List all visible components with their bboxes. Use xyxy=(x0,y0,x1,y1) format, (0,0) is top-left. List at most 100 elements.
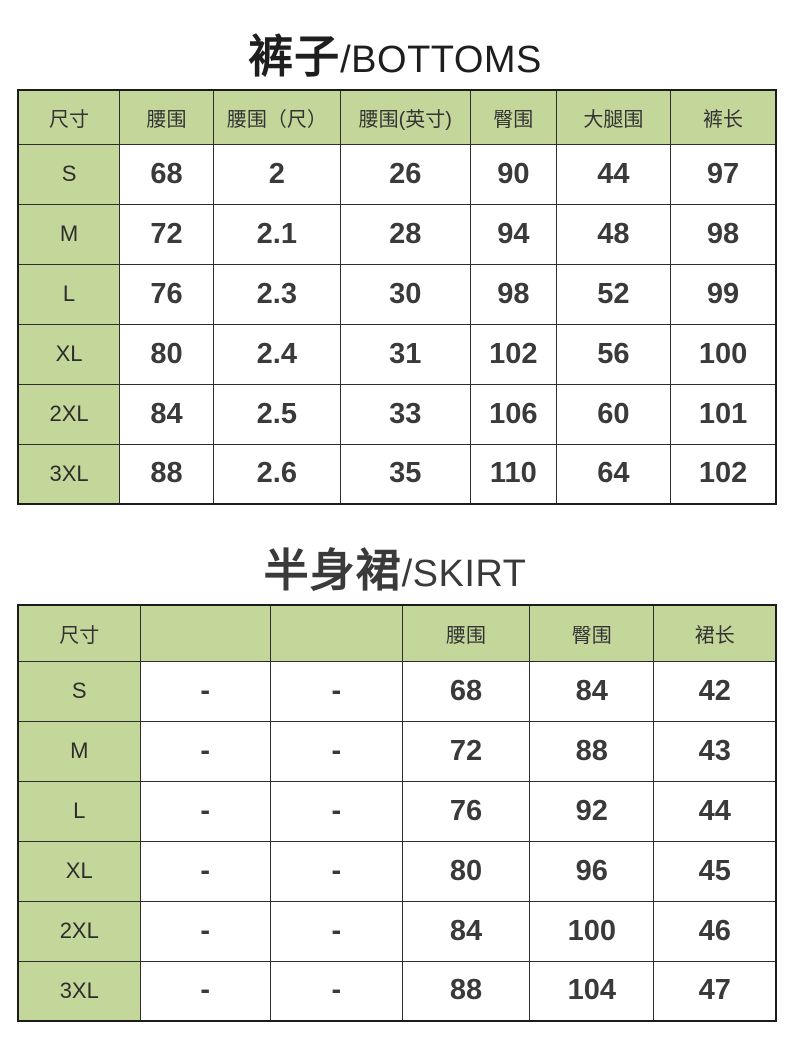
value-cell: 30 xyxy=(339,263,472,325)
value-cell: 106 xyxy=(470,383,557,445)
column-header: 腰围 xyxy=(119,89,215,145)
skirt-title-zh: 半身裙 xyxy=(263,545,402,596)
table-row: 2XL 84 2.5 33 106 60 101 xyxy=(17,383,777,445)
size-label: M xyxy=(17,720,141,782)
value-cell: 60 xyxy=(555,383,672,445)
value-cell: 2.3 xyxy=(213,263,341,325)
value-cell: 110 xyxy=(470,443,557,505)
value-cell: 84 xyxy=(401,900,531,962)
empty-header-cell xyxy=(269,604,403,662)
value-cell: - xyxy=(139,900,271,962)
column-header: 尺寸 xyxy=(17,89,121,145)
value-cell: 52 xyxy=(555,263,672,325)
value-cell: - xyxy=(139,780,271,842)
value-cell: 2 xyxy=(213,143,341,205)
column-header: 尺寸 xyxy=(17,604,141,662)
value-cell: 101 xyxy=(670,383,777,445)
value-cell: - xyxy=(139,840,271,902)
value-cell: 26 xyxy=(339,143,472,205)
value-cell: 90 xyxy=(470,143,557,205)
value-cell: 100 xyxy=(670,323,777,385)
table-row: S - -68 84 42 xyxy=(17,660,777,722)
value-cell: - xyxy=(139,960,271,1022)
value-cell: 2.5 xyxy=(213,383,341,445)
value-cell: 84 xyxy=(119,383,215,445)
value-cell: 47 xyxy=(653,960,777,1022)
value-cell: - xyxy=(269,960,403,1022)
value-cell: 76 xyxy=(119,263,215,325)
value-cell: 44 xyxy=(555,143,672,205)
value-cell: 98 xyxy=(670,203,777,265)
table-row: S 68 2 26 90 44 97 xyxy=(17,143,777,205)
value-cell: 44 xyxy=(653,780,777,842)
size-label: S xyxy=(17,660,141,722)
header-row: 尺寸 腰围 腰围（尺） 腰围(英寸) 臀围 大腿围 裤长 xyxy=(17,89,777,145)
table-row: L 76 2.3 30 98 52 99 xyxy=(17,263,777,325)
size-label: 3XL xyxy=(17,960,141,1022)
value-cell: 33 xyxy=(339,383,472,445)
value-cell: 2.1 xyxy=(213,203,341,265)
value-cell: 68 xyxy=(119,143,215,205)
value-cell: 35 xyxy=(339,443,472,505)
value-cell: 46 xyxy=(653,900,777,962)
value-cell: 80 xyxy=(401,840,531,902)
size-label: 2XL xyxy=(17,900,141,962)
column-header: 腰围(英寸) xyxy=(339,89,472,145)
value-cell: 2.4 xyxy=(213,323,341,385)
value-cell: 76 xyxy=(401,780,531,842)
bottoms-title-zh: 裤子 xyxy=(248,31,341,82)
value-cell: 56 xyxy=(555,323,672,385)
value-cell: - xyxy=(269,840,403,902)
size-label: L xyxy=(17,263,121,325)
column-header: 腰围 xyxy=(401,604,531,662)
size-label: L xyxy=(17,780,141,842)
table-row: M - -72 88 43 xyxy=(17,720,777,782)
value-cell: 43 xyxy=(653,720,777,782)
table-row: XL - -80 96 45 xyxy=(17,840,777,902)
size-label: XL xyxy=(17,323,121,385)
value-cell: - xyxy=(269,780,403,842)
value-cell: 48 xyxy=(555,203,672,265)
value-cell: 98 xyxy=(470,263,557,325)
size-label: 2XL xyxy=(17,383,121,445)
value-cell: 104 xyxy=(529,960,655,1022)
table-row: XL 80 2.4 31 102 56 100 xyxy=(17,323,777,385)
skirt-title: 半身裙/SKIRT xyxy=(0,534,790,599)
value-cell: - xyxy=(139,660,271,722)
column-header: 臀围 xyxy=(470,89,557,145)
value-cell: 72 xyxy=(401,720,531,782)
size-label: 3XL xyxy=(17,443,121,505)
size-label: XL xyxy=(17,840,141,902)
value-cell: 96 xyxy=(529,840,655,902)
value-cell: - xyxy=(269,660,403,722)
value-cell: 92 xyxy=(529,780,655,842)
table-row: 3XL 88 2.6 35 110 64 102 xyxy=(17,443,777,505)
size-label: S xyxy=(17,143,121,205)
bottoms-title: 裤子/BOTTOMS xyxy=(0,20,790,85)
value-cell: 80 xyxy=(119,323,215,385)
bottoms-size-table: 尺寸 腰围 腰围（尺） 腰围(英寸) 臀围 大腿围 裤长 S 68 2 26 90 44 97 M 72 2.1… xyxy=(17,89,777,505)
value-cell: 84 xyxy=(529,660,655,722)
size-label: M xyxy=(17,203,121,265)
value-cell: 102 xyxy=(470,323,557,385)
value-cell: 72 xyxy=(119,203,215,265)
value-cell: - xyxy=(269,720,403,782)
table-row: 2XL - -84 100 46 xyxy=(17,900,777,962)
empty-header-cell xyxy=(139,604,271,662)
value-cell: 42 xyxy=(653,660,777,722)
skirt-title-en: /SKIRT xyxy=(401,553,527,595)
bottoms-title-en: /BOTTOMS xyxy=(340,39,542,81)
table-row: M 72 2.1 28 94 48 98 xyxy=(17,203,777,265)
value-cell: - xyxy=(139,720,271,782)
table-row: L - -76 92 44 xyxy=(17,780,777,842)
value-cell: 68 xyxy=(401,660,531,722)
column-header: 裙长 xyxy=(653,604,777,662)
value-cell: - xyxy=(269,900,403,962)
value-cell: 2.6 xyxy=(213,443,341,505)
value-cell: 88 xyxy=(401,960,531,1022)
value-cell: 31 xyxy=(339,323,472,385)
value-cell: 100 xyxy=(529,900,655,962)
table-row: 3XL - -88 104 47 xyxy=(17,960,777,1022)
skirt-size-table: 尺寸 腰围 臀围 裙长 S - -68 84 42 M - -72 88 43 L - -76 92 44 XL - -8… xyxy=(17,604,777,1022)
